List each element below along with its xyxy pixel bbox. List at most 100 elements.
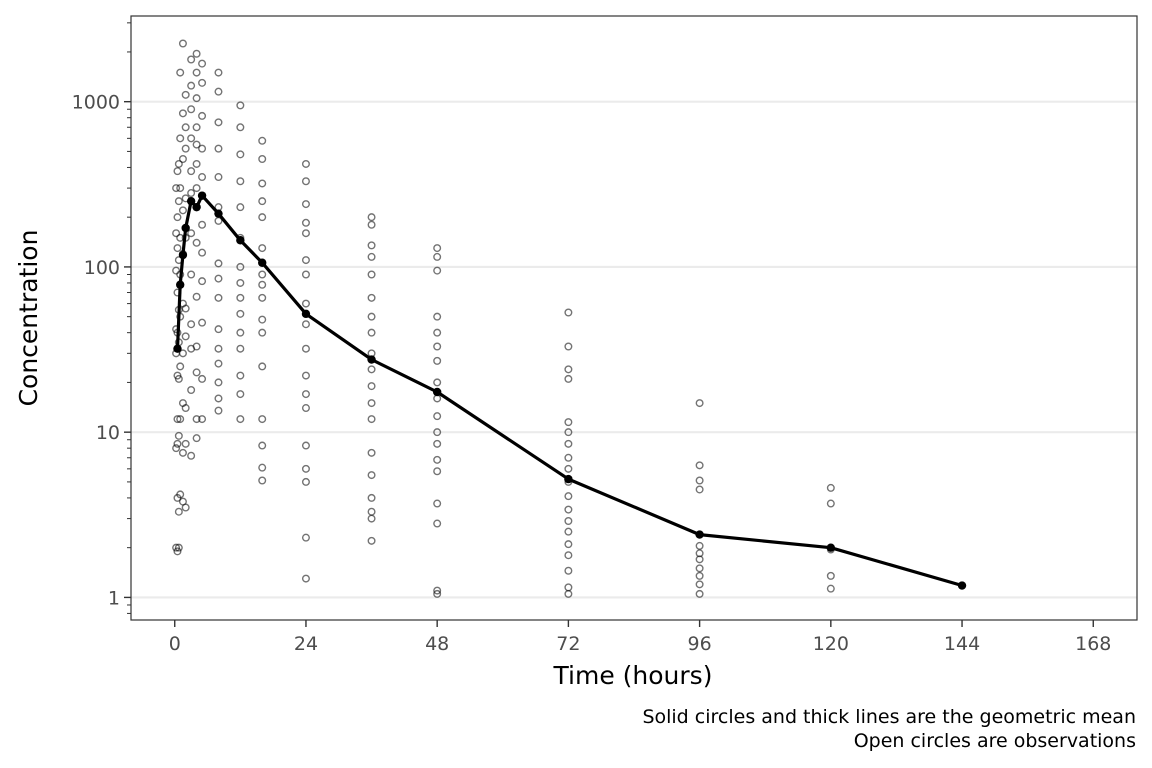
geometric-mean-series bbox=[173, 191, 967, 590]
observation-point bbox=[258, 441, 267, 450]
observation-point bbox=[172, 184, 181, 193]
observation-point bbox=[367, 293, 376, 302]
observation-point bbox=[176, 134, 185, 143]
observation-point bbox=[695, 564, 704, 573]
observation-point bbox=[367, 241, 376, 250]
observation-point bbox=[826, 483, 835, 492]
observation-point bbox=[564, 540, 573, 549]
mean-point bbox=[186, 196, 196, 206]
observation-point bbox=[214, 118, 223, 127]
observation-point bbox=[301, 218, 310, 227]
observation-point bbox=[301, 533, 310, 542]
observation-point bbox=[367, 213, 376, 222]
observation-point bbox=[192, 415, 201, 424]
observation-point bbox=[192, 159, 201, 168]
observation-point bbox=[198, 59, 207, 68]
observation-point bbox=[367, 536, 376, 545]
mean-point bbox=[181, 223, 190, 233]
observation-point bbox=[433, 428, 442, 437]
observation-point bbox=[187, 105, 196, 114]
observation-point bbox=[214, 87, 223, 96]
observation-point bbox=[176, 184, 185, 193]
observation-point bbox=[695, 461, 704, 470]
observation-point bbox=[198, 318, 207, 327]
y-tick-label: 1 bbox=[108, 587, 120, 609]
observation-point bbox=[198, 415, 207, 424]
observation-point bbox=[258, 362, 267, 371]
observation-point bbox=[564, 527, 573, 536]
observation-point bbox=[367, 448, 376, 457]
observation-point bbox=[433, 378, 442, 387]
x-tick-label: 0 bbox=[169, 633, 181, 655]
observation-point bbox=[181, 123, 190, 132]
observation-point bbox=[564, 342, 573, 351]
observation-point bbox=[174, 507, 183, 516]
observation-point bbox=[178, 206, 187, 215]
observation-point bbox=[192, 292, 201, 301]
observation-point bbox=[301, 477, 310, 486]
observation-point bbox=[236, 203, 245, 212]
observation-point bbox=[198, 248, 207, 257]
observation-point bbox=[258, 315, 267, 324]
observation-point bbox=[367, 507, 376, 516]
observation-point bbox=[192, 434, 201, 443]
observation-point bbox=[301, 229, 310, 238]
observation-point bbox=[192, 68, 201, 77]
observation-point bbox=[564, 566, 573, 575]
observation-point bbox=[172, 444, 181, 453]
mean-point bbox=[301, 309, 311, 319]
observation-point bbox=[433, 589, 442, 598]
observation-point bbox=[258, 463, 267, 472]
observation-point bbox=[301, 404, 310, 413]
observation-point bbox=[564, 439, 573, 448]
x-tick-label: 72 bbox=[556, 633, 580, 655]
observation-point bbox=[564, 428, 573, 437]
observation-point bbox=[181, 144, 190, 153]
mean-point bbox=[258, 258, 267, 267]
observation-point bbox=[695, 485, 704, 494]
observation-point bbox=[258, 476, 267, 485]
mean-point bbox=[197, 191, 207, 200]
observation-point bbox=[173, 415, 182, 424]
observation-point bbox=[564, 517, 573, 526]
observation-point bbox=[236, 371, 245, 380]
observation-point bbox=[301, 320, 310, 329]
observation-point bbox=[187, 134, 196, 143]
y-tick-label: 100 bbox=[84, 257, 120, 279]
observation-point bbox=[564, 583, 573, 592]
observation-point bbox=[367, 328, 376, 337]
observation-point bbox=[173, 213, 182, 222]
observation-point bbox=[258, 270, 267, 279]
observation-point bbox=[236, 177, 245, 186]
observation-point bbox=[367, 220, 376, 229]
observation-point bbox=[433, 312, 442, 321]
mean-point bbox=[826, 543, 836, 552]
observation-point bbox=[178, 349, 187, 358]
observation-point bbox=[433, 439, 442, 448]
observation-point bbox=[258, 154, 267, 163]
observation-point bbox=[258, 415, 267, 424]
observation-point bbox=[214, 359, 223, 368]
observation-point bbox=[176, 490, 185, 499]
observation-point bbox=[301, 299, 310, 308]
observation-point bbox=[258, 280, 267, 289]
observation-point bbox=[192, 184, 201, 193]
observation-point bbox=[176, 362, 185, 371]
observation-point bbox=[187, 81, 196, 90]
x-tick-label: 96 bbox=[688, 633, 712, 655]
x-tick-label: 144 bbox=[944, 633, 980, 655]
gridlines bbox=[131, 100, 1137, 599]
observation-point bbox=[564, 418, 573, 427]
observation-point bbox=[181, 439, 190, 448]
observation-point bbox=[564, 492, 573, 501]
observation-point bbox=[695, 476, 704, 485]
observation-point bbox=[187, 189, 196, 198]
observation-point bbox=[187, 451, 196, 460]
observation-point bbox=[176, 415, 185, 424]
observation-point bbox=[181, 90, 190, 99]
observation-point bbox=[367, 312, 376, 321]
observation-point bbox=[564, 308, 573, 317]
observation-point bbox=[695, 399, 704, 408]
observation-point bbox=[178, 109, 187, 118]
observation-point bbox=[174, 374, 183, 383]
